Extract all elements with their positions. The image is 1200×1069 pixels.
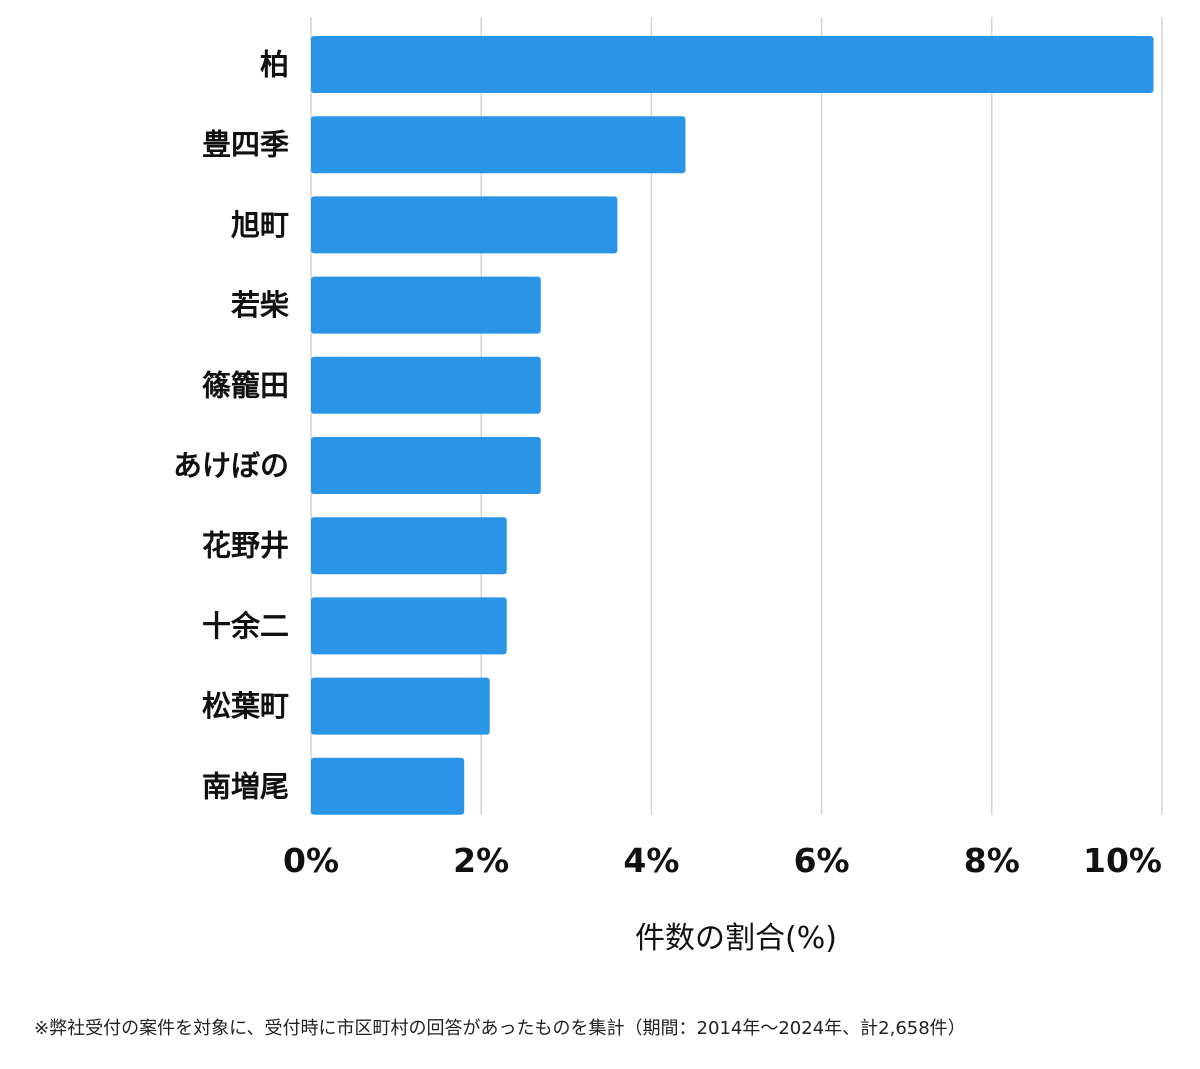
x-tick-label: 4% bbox=[623, 841, 679, 880]
bar bbox=[311, 276, 541, 334]
category-label: 十余二 bbox=[202, 609, 289, 643]
x-tick-labels: 0% 2% 4% 6% 8% 10% bbox=[283, 841, 1162, 880]
category-label: 南増尾 bbox=[202, 769, 289, 803]
x-tick-label: 6% bbox=[794, 841, 850, 880]
category-label: あけぼの bbox=[173, 449, 289, 483]
bar bbox=[311, 757, 465, 815]
bar bbox=[311, 437, 541, 494]
bar bbox=[311, 356, 541, 414]
category-label: 柏 bbox=[260, 48, 289, 82]
bar bbox=[311, 517, 507, 575]
bar bbox=[311, 116, 686, 174]
footnote: ※弊社受付の案件を対象に、受付時に市区町村の回答があったものを集計（期間：201… bbox=[34, 1018, 966, 1039]
category-label: 若柴 bbox=[231, 288, 289, 322]
category-label: 旭町 bbox=[231, 208, 289, 242]
x-tick-label: 10% bbox=[1083, 841, 1162, 880]
category-label: 花野井 bbox=[202, 529, 289, 563]
category-label: 松葉町 bbox=[202, 689, 289, 723]
category-label: 豊四季 bbox=[202, 128, 289, 162]
category-label: 篠籠田 bbox=[202, 368, 289, 402]
bars bbox=[311, 36, 1154, 815]
x-tick-label: 2% bbox=[453, 841, 509, 880]
bar bbox=[311, 677, 490, 735]
bar bbox=[311, 196, 618, 254]
x-axis-title: 件数の割合(%) bbox=[635, 921, 837, 956]
x-tick-label: 0% bbox=[283, 841, 339, 880]
x-tick-label: 8% bbox=[964, 841, 1020, 880]
bar bbox=[311, 597, 507, 655]
bar bbox=[311, 36, 1154, 93]
